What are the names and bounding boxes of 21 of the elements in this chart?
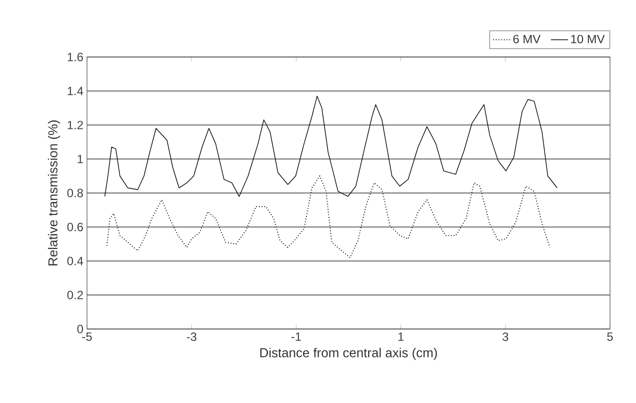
y-tick-label: 1.2 [68, 120, 83, 130]
y-tick-label: 0.2 [67, 290, 83, 300]
legend-label: 10 MV [571, 34, 605, 44]
y-tick-label: 0.8 [67, 188, 83, 198]
x-tick-label: -3 [186, 332, 196, 341]
y-axis-title: Relative transmission (%) [48, 120, 60, 266]
line-series [106, 175, 550, 258]
line-series [104, 96, 558, 197]
y-tick-label: 1.4 [68, 86, 84, 96]
y-tick-label: 0.4 [67, 256, 84, 266]
x-tick-label: 3 [502, 332, 508, 341]
x-tick-label: -5 [82, 332, 92, 341]
y-tick-label: 1.6 [68, 52, 83, 62]
y-tick-label: 0.6 [67, 222, 83, 232]
y-tick-label: 1 [78, 154, 83, 164]
x-axis-title: Distance from central axis (cm) [260, 348, 437, 360]
x-tick-label: 1 [398, 332, 404, 341]
x-tick-label: 5 [607, 332, 613, 341]
y-tick-label: 0 [77, 324, 84, 334]
x-tick-label: -1 [291, 332, 301, 341]
legend-label: 6 MV [513, 34, 541, 44]
